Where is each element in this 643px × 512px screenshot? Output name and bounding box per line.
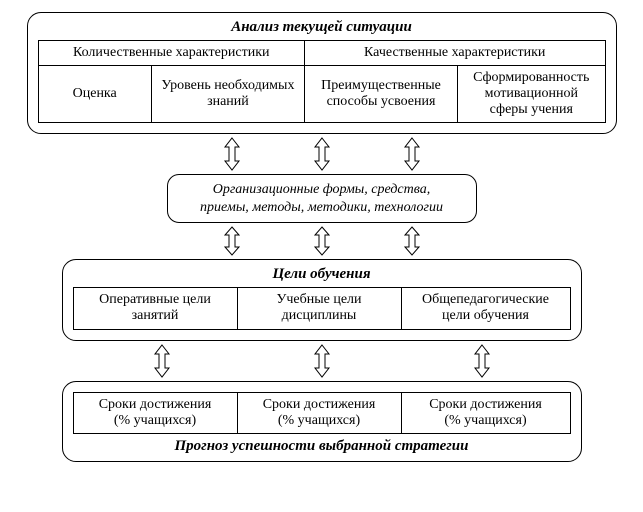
double-arrow-icon: [312, 137, 332, 171]
analysis-header-right: Качественные характеристики: [304, 41, 605, 66]
arrow-row-2: [20, 226, 623, 256]
goals-cell-1: Оперативные цели занятий: [73, 288, 237, 329]
prognosis-cell-3-l1: Сроки достижения: [429, 397, 542, 412]
goals-table: Оперативные цели занятий Учебные цели ди…: [73, 287, 571, 329]
prognosis-cell-3: Сроки достижения (% учащихся): [401, 392, 570, 433]
prognosis-title: Прогноз успешности выбранной стратегии: [73, 438, 571, 455]
goals-block: Цели обучения Оперативные цели занятий У…: [62, 259, 582, 340]
double-arrow-icon: [312, 226, 332, 256]
prognosis-block: Сроки достижения (% учащихся) Сроки дост…: [62, 381, 582, 462]
double-arrow-icon: [472, 344, 492, 378]
analysis-cell-4: Сформированность мотивационной сферы уче…: [458, 66, 605, 123]
analysis-table: Количественные характеристики Качественн…: [38, 40, 606, 123]
prognosis-cell-2-l2: (% учащихся): [278, 413, 360, 428]
table-row: Сроки достижения (% учащихся) Сроки дост…: [73, 392, 570, 433]
analysis-cell-3: Преимущественные способы усвоения: [304, 66, 457, 123]
table-row: Оценка Уровень необходимых знаний Преиму…: [38, 66, 605, 123]
organizational-block: Организационные формы, средства, приемы,…: [167, 174, 477, 223]
arrow-row-3: [20, 344, 623, 378]
prognosis-cell-1-l1: Сроки достижения: [99, 397, 212, 412]
prognosis-cell-1-l2: (% учащихся): [114, 413, 196, 428]
prognosis-cell-2: Сроки достижения (% учащихся): [237, 392, 401, 433]
arrow-row-1: [20, 137, 623, 171]
goals-cell-3: Общепедагогические цели обучения: [401, 288, 570, 329]
prognosis-cell-2-l1: Сроки достижения: [263, 397, 376, 412]
prognosis-cell-3-l2: (% учащихся): [444, 413, 526, 428]
analysis-cell-2: Уровень необходимых знаний: [151, 66, 304, 123]
double-arrow-icon: [222, 226, 242, 256]
table-row: Оперативные цели занятий Учебные цели ди…: [73, 288, 570, 329]
analysis-header-left: Количественные характеристики: [38, 41, 304, 66]
goals-cell-2: Учебные цели дисциплины: [237, 288, 401, 329]
prognosis-table: Сроки достижения (% учащихся) Сроки дост…: [73, 392, 571, 434]
double-arrow-icon: [402, 226, 422, 256]
table-row: Количественные характеристики Качественн…: [38, 41, 605, 66]
double-arrow-icon: [152, 344, 172, 378]
double-arrow-icon: [312, 344, 332, 378]
org-line-2: приемы, методы, методики, технологии: [200, 200, 443, 215]
double-arrow-icon: [402, 137, 422, 171]
org-line-1: Организационные формы, средства,: [213, 182, 431, 197]
analysis-cell-1: Оценка: [38, 66, 151, 123]
analysis-block: Анализ текущей ситуации Количественные х…: [27, 12, 617, 134]
analysis-title: Анализ текущей ситуации: [38, 19, 606, 36]
goals-title: Цели обучения: [73, 266, 571, 283]
double-arrow-icon: [222, 137, 242, 171]
prognosis-cell-1: Сроки достижения (% учащихся): [73, 392, 237, 433]
